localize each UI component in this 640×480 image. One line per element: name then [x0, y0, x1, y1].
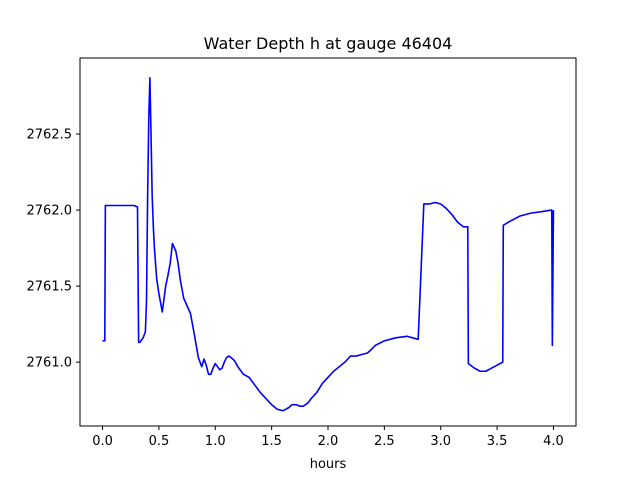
- x-tick-label: 3.5: [487, 434, 508, 449]
- y-tick-label: 2762.5: [27, 128, 73, 143]
- plot-area: 0.0 0.5 1.0 1.5 2.0 2.5 3.0 3.5 4.0 2761.0 2761.5 2…: [27, 57, 577, 449]
- y-tick-label: 2761.0: [27, 356, 73, 371]
- series-line-0: [102, 76, 555, 412]
- x-axis-label: hours: [310, 457, 347, 472]
- x-tick-label: 1.5: [261, 434, 282, 449]
- x-tick-label: 2.0: [318, 434, 339, 449]
- x-tick-label: 2.5: [374, 434, 395, 449]
- y-tick-label: 2761.5: [27, 280, 73, 295]
- x-tick-label: 0.0: [92, 434, 113, 449]
- x-tick-label: 4.0: [543, 434, 564, 449]
- x-tick-label: 0.5: [149, 434, 170, 449]
- x-tick-label: 3.0: [430, 434, 451, 449]
- chart-title: Water Depth h at gauge 46404: [204, 34, 453, 53]
- y-tick-label: 2762.0: [27, 204, 73, 219]
- x-tick-label: 1.0: [205, 434, 226, 449]
